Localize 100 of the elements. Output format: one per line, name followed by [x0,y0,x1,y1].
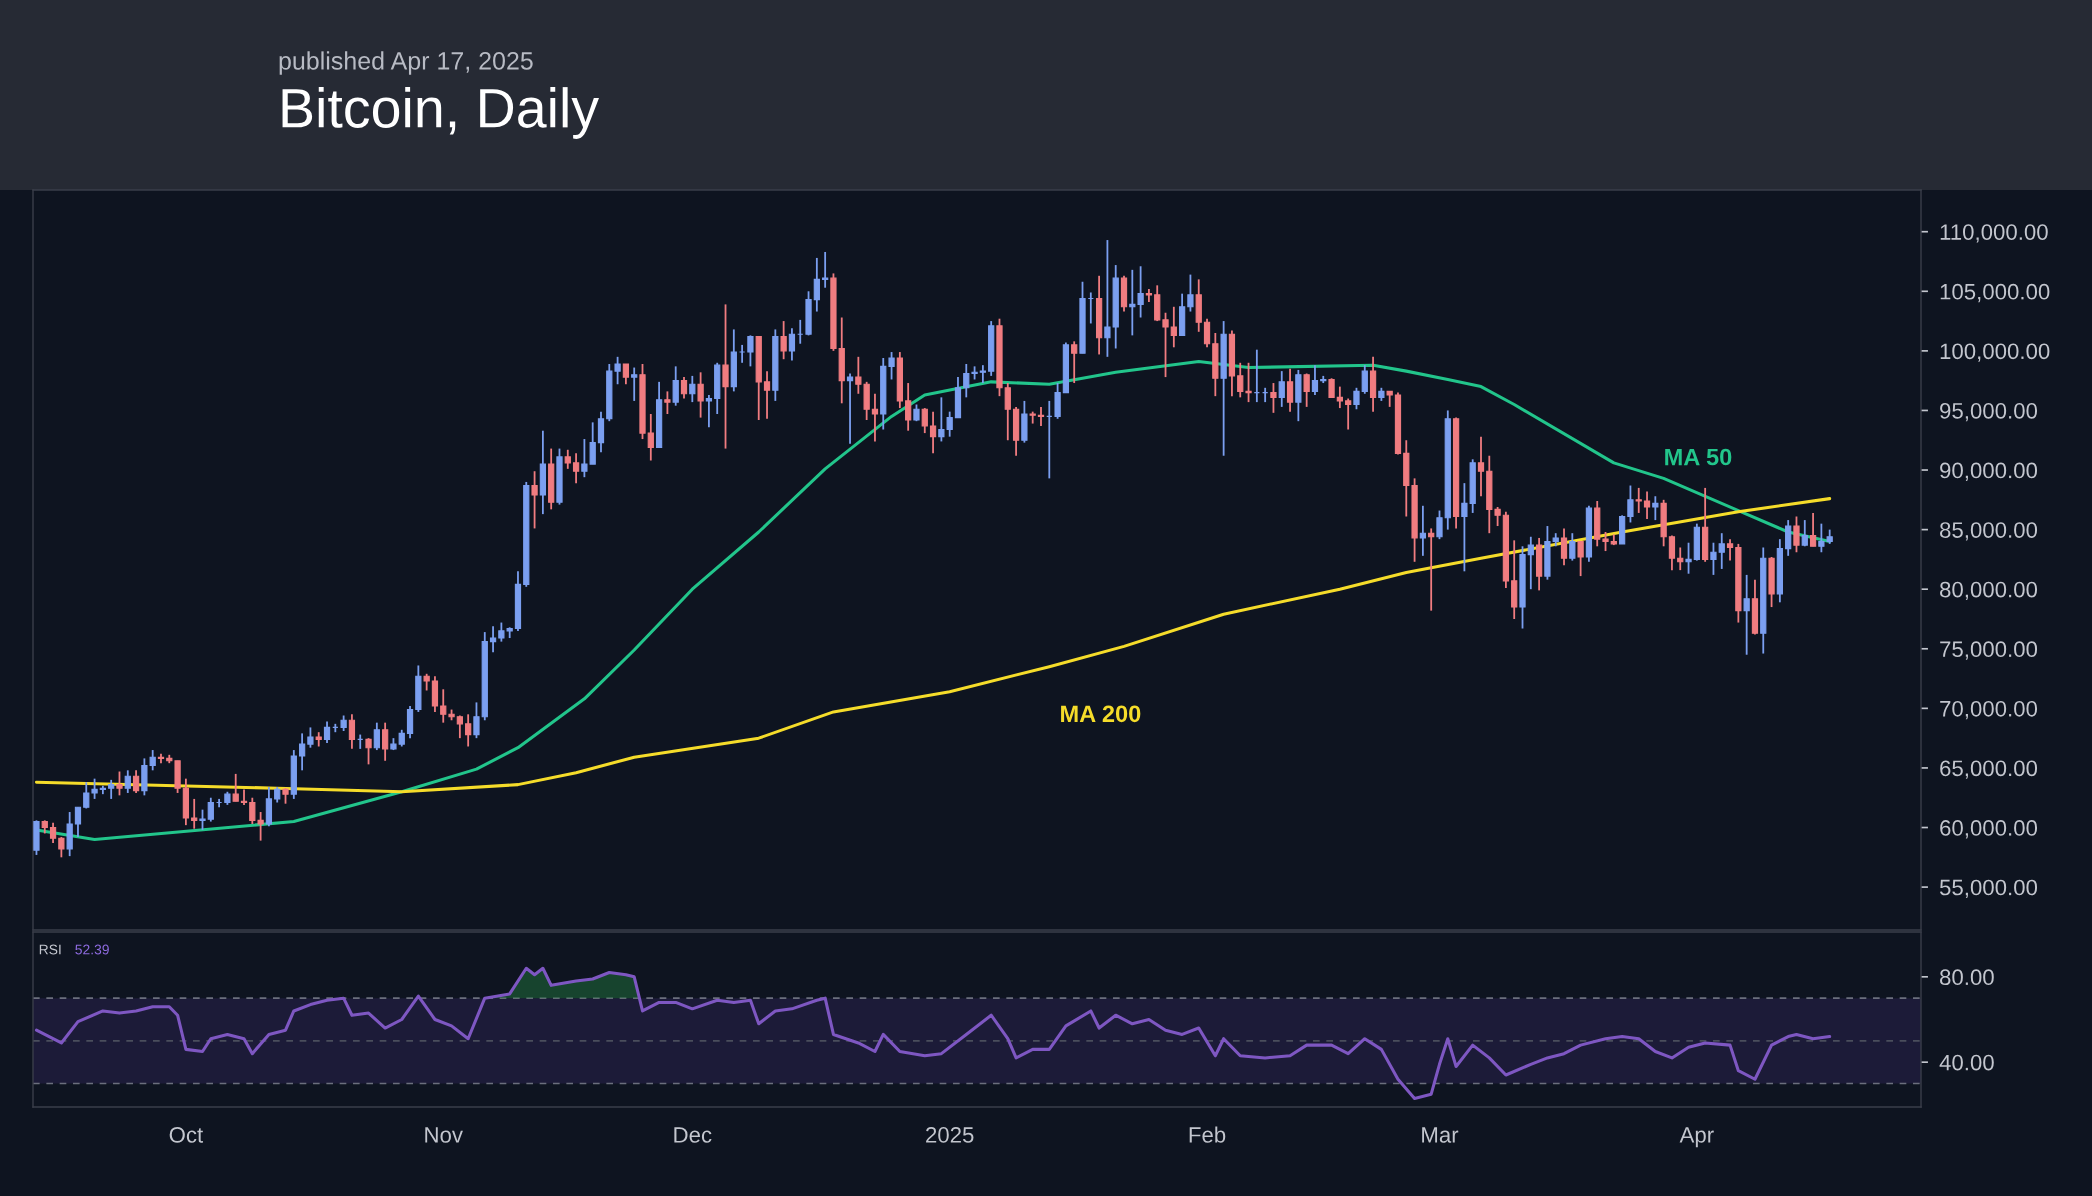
candlestick [763,370,771,420]
candlestick [1527,535,1534,591]
candlestick [921,407,928,434]
y-tick-label: 80.00 [1940,969,1994,986]
candlestick [473,701,480,740]
candlestick [465,713,472,748]
y-tick-label: 75,000.00 [1940,641,2038,660]
candlestick [1577,540,1584,577]
candlestick [406,705,414,740]
y-tick-label: 65,000.00 [1940,760,2038,779]
candlestick [440,688,447,724]
candlestick [1602,531,1609,552]
candlestick [1643,490,1651,520]
x-tick-label: Mar [1422,1127,1459,1143]
candlestick [1054,382,1061,420]
candlestick [1569,532,1576,562]
candlestick [1187,273,1194,313]
annotation: 52.39 [75,944,109,955]
y-tick-label: 85,000.00 [1940,522,2038,541]
x-tick-label: Feb [1189,1126,1226,1143]
candlestick [116,770,123,797]
y-tick-label: 95,000.00 [1940,402,2038,422]
candlestick [664,390,671,415]
candlestick [1726,538,1734,562]
candlestick [689,374,696,404]
candlestick [58,836,65,859]
chart-title: Bitcoin, Daily [282,87,599,139]
candlestick [1278,370,1285,408]
y-tick-label: 80,000.00 [1940,581,2038,601]
candlestick [888,351,895,381]
candlestick [1203,317,1211,349]
candlestick [1652,495,1659,521]
candlestick [1004,382,1011,442]
candlestick [49,821,57,844]
candlestick [979,364,987,384]
candlestick [1245,361,1252,404]
series-label: MA 50 [1665,448,1732,466]
candlestick [489,625,497,654]
candlestick [1353,386,1360,411]
y-tick-label: 40.00 [1939,1054,1994,1071]
candlestick [1710,541,1717,576]
candlestick [788,327,796,362]
candlestick [207,796,214,823]
candlestick [91,777,98,800]
candlestick [1477,435,1485,498]
candlestick [780,320,787,361]
candlestick [631,366,638,402]
candlestick [83,781,90,810]
candlestick [307,726,314,749]
candlestick [1311,364,1319,396]
candlestick [365,737,372,766]
candlestick [1170,305,1177,349]
candlestick [124,769,131,794]
candlestick [822,251,829,289]
x-tick-label: Oct [169,1127,204,1143]
candlestick [1345,397,1352,431]
candlestick [705,394,713,429]
candlestick [199,808,206,831]
candlestick [647,413,654,462]
candlestick [1162,311,1169,378]
candlestick [1037,405,1045,427]
candlestick [564,448,571,470]
candlestick [1237,361,1244,399]
x-tick-label: Nov [425,1127,463,1143]
candlestick [298,732,306,772]
candlestick [1743,573,1750,656]
line-series [34,966,1832,1100]
text: RSI [39,944,61,955]
candlestick [1635,487,1642,514]
candlestick [871,392,879,443]
candlestick [929,410,937,455]
candlestick [1627,484,1634,524]
candlestick [572,452,580,485]
series-label: MA 200 [1061,705,1141,723]
candlestick [1303,372,1310,408]
candlestick [1785,519,1792,557]
candlestick [1685,541,1692,575]
candlestick [132,769,140,794]
candlestick [373,721,380,751]
candlestick [1328,377,1335,399]
candlestick [1270,382,1277,414]
chart-subtitle: published Apr 17, 2025 [279,51,533,75]
candlestick [1419,504,1427,557]
candlestick [1809,512,1817,548]
candlestick [1560,527,1568,567]
y-tick-label: 60,000.00 [1940,820,2038,839]
y-tick-label: 105,000.00 [1940,283,2050,303]
candlestick [597,410,605,454]
candlestick [382,721,389,762]
x-tick-label: 2025 [926,1127,974,1143]
candlestick [1793,515,1800,554]
candlestick [1286,367,1294,413]
candlestick [240,788,248,806]
candlestick [348,713,356,750]
candlestick [191,798,198,830]
candlestick [1361,364,1368,395]
y-tick-label: 70,000.00 [1940,700,2038,720]
x-tick-label: Dec [674,1127,712,1143]
candlestick [622,363,630,386]
candlestick [846,372,854,445]
